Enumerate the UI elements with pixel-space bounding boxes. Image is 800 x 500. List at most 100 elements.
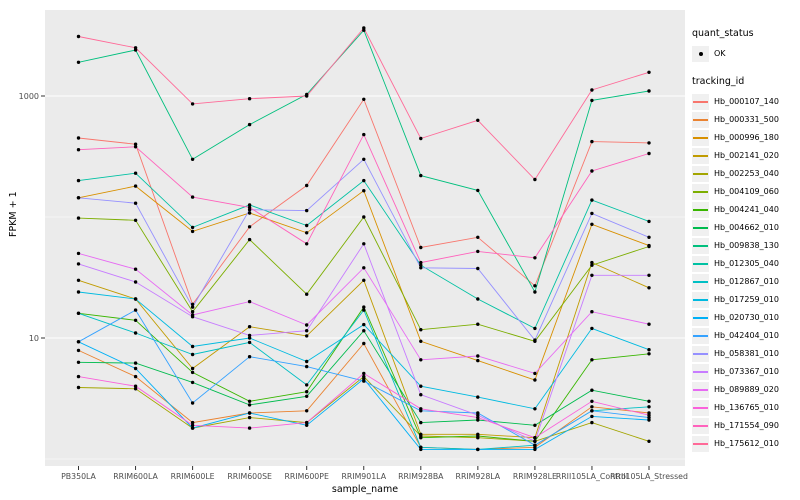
data-point <box>247 355 252 359</box>
data-point <box>533 439 537 443</box>
data-point <box>305 94 309 98</box>
legend-item-label: Hb_000107_140 <box>714 97 779 106</box>
line-swatch-icon <box>692 291 709 308</box>
data-point <box>647 418 651 422</box>
data-point <box>419 136 423 141</box>
data-point <box>76 251 81 256</box>
line-swatch-icon <box>692 183 709 200</box>
y-tick-label: 1000 <box>19 92 39 101</box>
data-point <box>190 420 195 425</box>
data-point <box>190 229 195 234</box>
x-tick-label: PB350LA <box>61 472 96 481</box>
point-swatch-icon <box>692 45 709 62</box>
data-point <box>305 420 309 425</box>
data-point <box>247 333 252 338</box>
data-point <box>76 216 81 220</box>
data-point <box>590 405 594 409</box>
legend-item-label: Hb_042404_010 <box>714 331 779 340</box>
legend-item-label: Hb_012867_010 <box>714 277 779 286</box>
data-point <box>190 344 195 349</box>
data-point <box>76 278 81 282</box>
legend-item-label: Hb_175612_010 <box>714 439 779 448</box>
data-point <box>647 89 651 93</box>
data-point <box>305 423 309 427</box>
data-point <box>647 244 651 249</box>
legend-item-Hb_017259_010: Hb_017259_010 <box>692 291 800 308</box>
data-point <box>533 407 537 411</box>
legend-item-Hb_000996_180: Hb_000996_180 <box>692 129 800 146</box>
data-point <box>647 141 651 145</box>
data-point <box>419 393 423 397</box>
line-swatch-icon <box>692 435 709 452</box>
line-swatch-icon <box>692 363 709 380</box>
legend: quant_status OK tracking_id Hb_000107_14… <box>692 28 800 466</box>
data-point <box>419 173 423 178</box>
data-point <box>362 26 366 30</box>
data-point <box>476 249 480 254</box>
legend-item-Hb_000331_500: Hb_000331_500 <box>692 111 800 128</box>
data-point <box>590 310 594 314</box>
data-point <box>362 379 366 383</box>
y-axis-title: FPKM + 1 <box>8 191 19 237</box>
legend-item-label: Hb_020730_010 <box>714 313 779 322</box>
data-point <box>533 371 537 376</box>
data-point <box>133 184 138 188</box>
data-point <box>362 157 366 161</box>
data-point <box>133 46 138 50</box>
data-point <box>419 420 423 425</box>
data-point <box>647 235 651 239</box>
data-point <box>247 411 252 415</box>
data-point <box>190 102 195 106</box>
data-point <box>362 278 366 282</box>
line-swatch-icon <box>692 147 709 164</box>
data-point <box>590 420 594 425</box>
data-point <box>247 415 252 420</box>
data-point <box>647 273 651 277</box>
legend-item-Hb_058381_010: Hb_058381_010 <box>692 345 800 362</box>
data-point <box>590 198 594 202</box>
line-swatch-icon <box>692 93 709 110</box>
legend-quant-status-title: quant_status <box>692 28 754 39</box>
data-point <box>362 189 366 193</box>
data-point <box>76 311 81 315</box>
line-swatch-icon <box>692 129 709 146</box>
data-point <box>419 260 423 265</box>
data-point <box>76 385 81 390</box>
legend-item-Hb_012305_040: Hb_012305_040 <box>692 255 800 272</box>
data-point <box>190 380 195 385</box>
data-point <box>647 405 651 409</box>
x-tick-label: RRIM928LA <box>456 472 501 481</box>
legend-item-label: Hb_171554_090 <box>714 421 779 430</box>
data-point <box>533 423 537 427</box>
data-point <box>590 358 594 362</box>
line-swatch-icon <box>692 399 709 416</box>
x-tick-label: RRIM928BA <box>398 472 444 481</box>
x-tick-label: RRIM928LE <box>513 472 557 481</box>
data-point <box>133 308 138 312</box>
data-point <box>190 313 195 317</box>
data-point <box>76 340 81 344</box>
data-point <box>419 447 423 452</box>
data-point <box>247 211 252 215</box>
data-point <box>362 329 366 333</box>
data-point <box>590 169 594 173</box>
data-point <box>533 284 537 288</box>
legend-quant-status: quant_status OK <box>692 28 800 62</box>
data-point <box>133 384 138 388</box>
data-point <box>133 142 138 146</box>
data-point <box>247 325 252 329</box>
legend-item-Hb_020730_010: Hb_020730_010 <box>692 309 800 326</box>
legend-item-label: Hb_009838_130 <box>714 241 779 250</box>
data-point <box>76 348 81 353</box>
data-point <box>133 318 138 322</box>
data-point <box>476 415 480 420</box>
legend-item-label: OK <box>714 49 726 58</box>
legend-item-label: Hb_002141_020 <box>714 151 779 160</box>
data-point <box>190 305 195 309</box>
legend-item-Hb_089889_020: Hb_089889_020 <box>692 381 800 398</box>
line-swatch-icon <box>692 327 709 344</box>
data-point <box>647 413 651 417</box>
data-point <box>305 323 309 327</box>
